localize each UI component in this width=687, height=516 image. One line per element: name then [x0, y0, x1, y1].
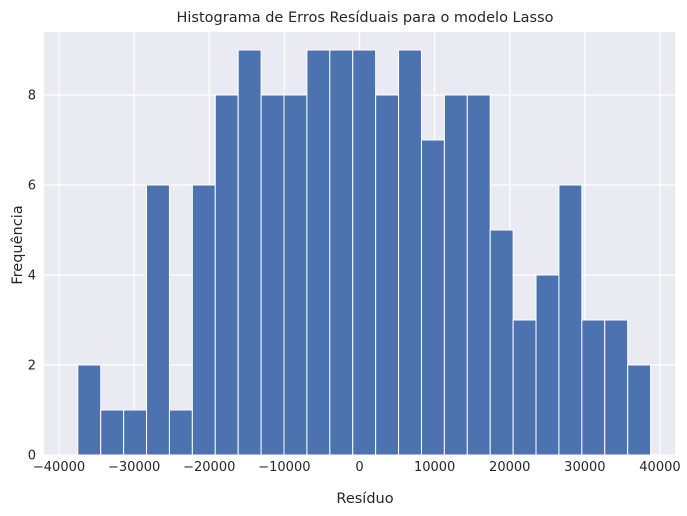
histogram-bar	[466, 94, 491, 456]
histogram-bar	[535, 274, 560, 456]
histogram-bar	[168, 409, 193, 456]
histogram-bar	[237, 49, 262, 456]
histogram-bar	[443, 94, 468, 456]
histogram-bar	[146, 184, 170, 456]
histogram-bar	[77, 364, 102, 456]
histogram-bar	[604, 319, 629, 456]
x-tick-labels: −40000 −30000 −20000 −10000 0 10000 20000 30000…	[33, 460, 681, 475]
histogram-bar	[100, 409, 125, 456]
histogram-bar	[352, 49, 377, 456]
histogram-bar	[260, 94, 285, 456]
histogram-bar	[398, 49, 422, 456]
histogram-bar	[123, 409, 148, 456]
x-tick-label: 20000	[489, 460, 530, 475]
bars	[77, 49, 652, 456]
histogram-bar	[489, 229, 514, 456]
histogram-bar	[581, 319, 606, 456]
x-tick-label: −40000	[33, 460, 85, 475]
histogram-bar	[375, 94, 400, 456]
x-tick-label: 40000	[639, 460, 680, 475]
histogram-bar	[627, 364, 652, 456]
y-tick-label: 8	[28, 89, 36, 104]
x-tick-label: 0	[355, 460, 363, 475]
x-tick-label: −20000	[183, 460, 235, 475]
histogram-bar	[329, 49, 354, 456]
histogram-bar	[283, 94, 308, 456]
x-tick-label: 30000	[564, 460, 605, 475]
x-axis-label: Resíduo	[336, 491, 393, 507]
chart-title: Histograma de Erros Resíduais para o mod…	[177, 10, 554, 26]
y-tick-label: 2	[28, 359, 36, 374]
y-tick-label: 6	[28, 179, 36, 194]
histogram-bar	[420, 139, 445, 456]
x-tick-label: 10000	[414, 460, 455, 475]
y-tick-labels: 0 2 4 6 8	[28, 89, 36, 464]
y-axis-label: Frequência	[10, 205, 26, 284]
histogram-bar	[558, 184, 583, 456]
histogram-bar	[191, 184, 216, 456]
histogram-bar	[214, 94, 239, 456]
y-tick-label: 0	[28, 449, 36, 464]
x-tick-label: −30000	[108, 460, 160, 475]
histogram-bar	[512, 319, 537, 456]
y-tick-label: 4	[28, 269, 36, 284]
histogram-bar	[306, 49, 331, 456]
x-tick-label: −10000	[258, 460, 310, 475]
